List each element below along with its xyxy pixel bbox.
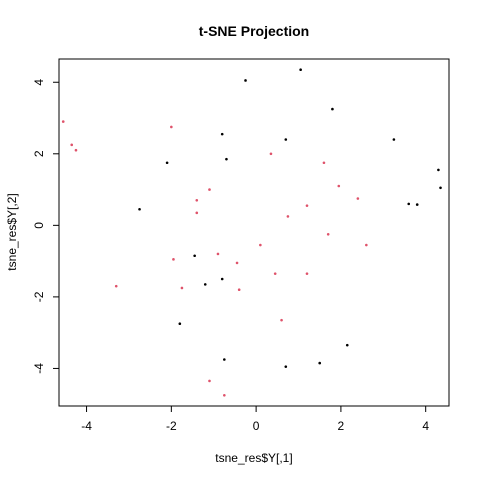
scatter-point xyxy=(208,188,211,191)
scatter-point xyxy=(178,322,182,326)
scatter-point xyxy=(286,215,290,218)
scatter-point xyxy=(439,186,442,190)
scatter-point xyxy=(269,152,273,156)
scatter-point xyxy=(365,243,368,247)
scatter-point xyxy=(165,161,169,165)
y-tick-label: 4 xyxy=(32,79,46,86)
x-axis-label: tsne_res$Y[,1] xyxy=(215,451,292,465)
scatter-point xyxy=(259,243,262,247)
scatter-point xyxy=(223,393,226,397)
scatter-point xyxy=(392,138,396,141)
scatter-point xyxy=(208,379,211,383)
scatter-point xyxy=(322,161,326,165)
x-axis: -4 -2 0 2 4 xyxy=(81,405,429,433)
scatter-point xyxy=(326,232,330,236)
scatter-point xyxy=(235,261,239,265)
scatter-point xyxy=(70,143,74,147)
scatter-point xyxy=(437,168,440,172)
scatter-point xyxy=(280,318,283,322)
scatter-point xyxy=(195,211,199,215)
scatter-point xyxy=(331,107,334,111)
scatter-point xyxy=(220,277,224,281)
scatter-point xyxy=(180,286,184,290)
y-axis: -4 -2 0 2 4 xyxy=(32,79,60,374)
scatter-point xyxy=(74,148,78,152)
scatter-point xyxy=(223,358,226,361)
x-tick-label: -2 xyxy=(166,419,177,433)
scatter-point xyxy=(305,272,309,275)
scatter-point xyxy=(203,283,207,286)
scatter-point xyxy=(356,197,360,200)
scatter-point xyxy=(284,138,288,141)
data-points xyxy=(61,68,442,397)
scatter-point xyxy=(299,68,302,72)
scatter-point xyxy=(237,288,241,292)
scatter-point xyxy=(407,202,411,206)
x-tick-label: 2 xyxy=(338,419,345,433)
scatter-point xyxy=(170,125,173,129)
y-tick-label: -2 xyxy=(32,291,46,302)
scatter-point xyxy=(345,343,349,347)
scatter-point xyxy=(415,203,419,206)
scatter-point xyxy=(284,365,288,368)
scatter-point xyxy=(225,157,228,161)
scatter-point xyxy=(172,258,175,261)
scatter-point xyxy=(216,252,220,256)
scatter-point xyxy=(195,199,199,202)
scatter-point xyxy=(273,272,277,275)
scatter-point xyxy=(220,132,224,136)
scatter-point xyxy=(193,254,196,258)
scatter-point xyxy=(114,284,118,288)
scatter-point xyxy=(337,184,341,188)
x-tick-label: -4 xyxy=(81,419,92,433)
scatter-point xyxy=(305,204,309,207)
x-tick-label: 4 xyxy=(422,419,429,433)
plot-frame xyxy=(58,58,450,407)
y-tick-label: 0 xyxy=(32,222,46,229)
scatter-point xyxy=(61,120,65,123)
scatter-point xyxy=(318,361,322,365)
y-tick-label: 2 xyxy=(32,150,46,157)
scatter-point xyxy=(138,207,141,211)
x-tick-label: 0 xyxy=(253,419,260,433)
scatter-point xyxy=(244,79,247,82)
y-axis-label: tsne_res$Y[,2] xyxy=(5,193,19,270)
chart-title: t-SNE Projection xyxy=(199,23,309,39)
y-tick-label: -4 xyxy=(32,363,46,374)
